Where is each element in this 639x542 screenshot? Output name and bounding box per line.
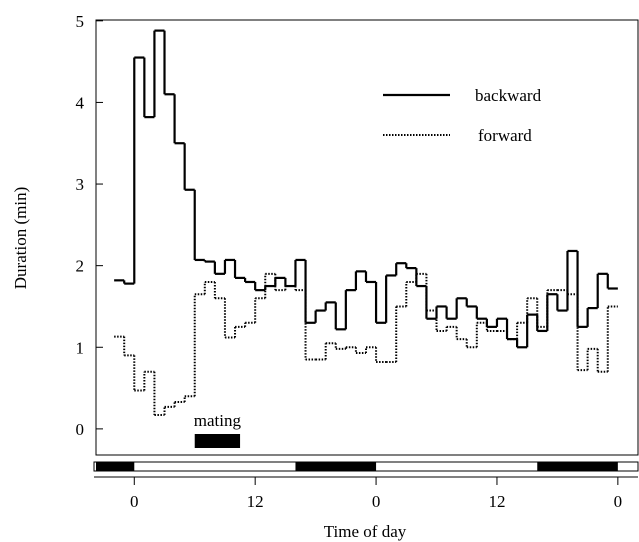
dark-period <box>295 462 377 471</box>
x-axis-label: Time of day <box>324 522 407 541</box>
dark-period <box>96 462 135 471</box>
x-tick-label: 0 <box>130 492 139 511</box>
y-tick-label: 4 <box>76 93 85 112</box>
legend-label: backward <box>475 86 542 105</box>
x-tick-label: 0 <box>614 492 623 511</box>
mating-label: mating <box>194 411 242 430</box>
x-tick-label: 0 <box>372 492 381 511</box>
y-tick-label: 0 <box>76 420 85 439</box>
x-tick-label: 12 <box>488 492 505 511</box>
x-tick-label: 12 <box>247 492 264 511</box>
y-tick-label: 2 <box>76 257 85 276</box>
legend-label: forward <box>478 126 532 145</box>
mating-bar <box>194 434 241 448</box>
y-tick-label: 3 <box>76 175 85 194</box>
y-tick-label: 1 <box>76 338 85 357</box>
plot-frame <box>95 19 639 456</box>
y-axis-label: Duration (min) <box>11 187 30 289</box>
dark-period <box>537 462 618 471</box>
y-tick-label: 5 <box>76 12 85 31</box>
